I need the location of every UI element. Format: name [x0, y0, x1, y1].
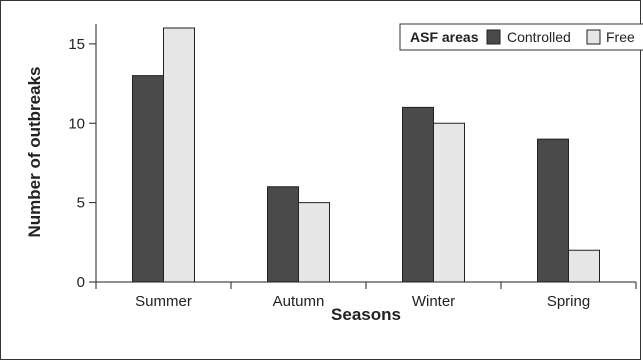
y-tick-label: 5 — [77, 195, 85, 212]
legend-swatch-free — [586, 29, 601, 45]
y-tick-label: 0 — [77, 274, 85, 291]
x-tick-label: Autumn — [273, 293, 325, 310]
legend-swatch-controlled — [486, 29, 501, 45]
x-axis-title: Seasons — [331, 305, 401, 324]
y-axis-title: Number of outbreaks — [25, 67, 44, 238]
x-tick-label: Spring — [547, 293, 590, 310]
bar-controlled-summer — [132, 75, 164, 283]
x-tick-label: Winter — [412, 293, 455, 310]
legend-label-controlled: Controlled — [507, 29, 571, 45]
bar-free-autumn — [298, 202, 330, 283]
bar-controlled-autumn — [267, 186, 299, 283]
bar-free-summer — [163, 27, 195, 283]
y-tick-label: 15 — [68, 36, 85, 53]
legend: ASF areas Controlled Free — [399, 23, 643, 51]
legend-box — [399, 23, 643, 51]
legend-title: ASF areas — [410, 29, 479, 45]
x-tick-label: Summer — [135, 293, 192, 310]
bars — [132, 27, 600, 283]
y-axis: 0 5 10 15 — [68, 24, 97, 291]
bar-free-winter — [433, 122, 465, 283]
bar-free-spring — [568, 249, 600, 283]
bar-controlled-winter — [402, 106, 434, 283]
bar-controlled-spring — [537, 138, 569, 283]
y-tick-label: 10 — [68, 115, 85, 132]
legend-label-free: Free — [606, 29, 635, 45]
